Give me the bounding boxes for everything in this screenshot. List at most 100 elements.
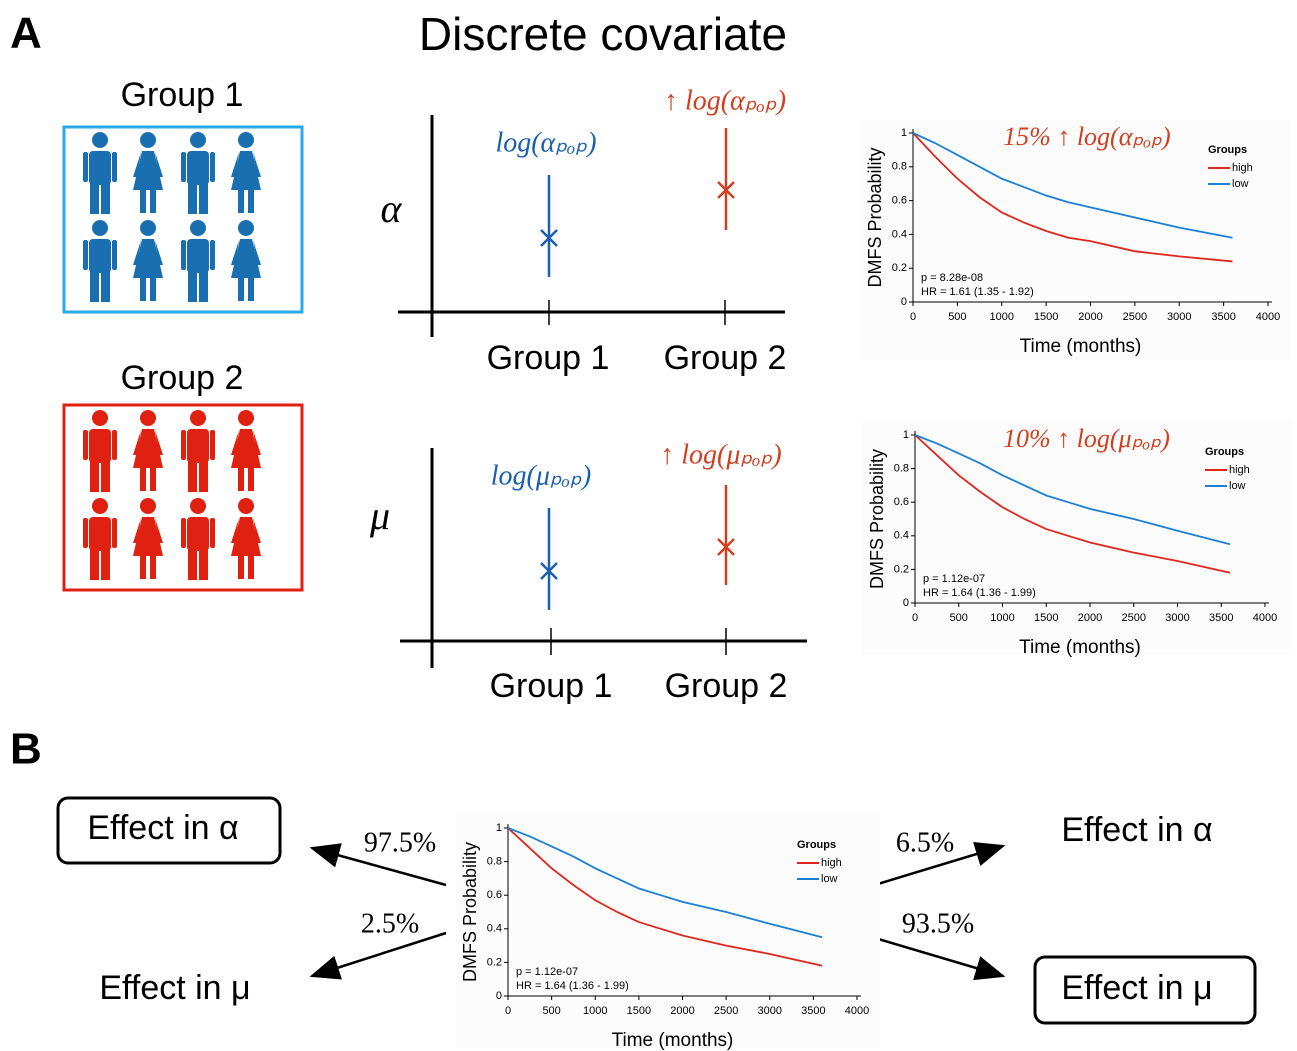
- legs: [101, 270, 110, 302]
- head: [190, 220, 206, 236]
- effect-box: [1033, 955, 1257, 1025]
- woman-icon: [133, 220, 163, 301]
- x-tick-label: 1500: [1034, 612, 1058, 624]
- torso: [89, 517, 111, 551]
- legs: [238, 277, 244, 301]
- legs: [140, 277, 146, 301]
- legend-title: Groups: [1205, 446, 1244, 458]
- y-tick-label: 0: [901, 296, 907, 308]
- arm: [210, 152, 215, 182]
- x-tick-label: 3500: [1211, 311, 1235, 323]
- x-axis-label: Time (months): [612, 1030, 734, 1051]
- legs: [188, 548, 197, 580]
- arm: [83, 430, 88, 460]
- y-tick-label: 0.6: [487, 889, 502, 901]
- legs: [150, 467, 156, 491]
- arms: [133, 240, 163, 265]
- legs: [199, 270, 208, 302]
- legs: [238, 189, 244, 213]
- legend-label: low: [821, 873, 838, 885]
- legs: [101, 548, 110, 580]
- arm: [210, 518, 215, 548]
- x-tick-label: 1000: [990, 311, 1014, 323]
- x-tick-label: 2500: [714, 1005, 738, 1017]
- effect-label: Effect in α: [1061, 811, 1212, 849]
- arm: [83, 240, 88, 270]
- survival-curve: [912, 132, 1233, 239]
- x-tick-label: 3000: [1165, 612, 1189, 624]
- arm: [112, 430, 117, 460]
- legs: [248, 277, 254, 301]
- x-axis-label: Time (months): [1020, 336, 1142, 357]
- panel-label: A: [10, 9, 42, 58]
- man-icon: [83, 410, 117, 492]
- legs: [150, 189, 156, 213]
- x-axis-label: Time (months): [1019, 637, 1141, 658]
- param-label: α: [381, 186, 403, 231]
- torso: [187, 517, 209, 551]
- head: [92, 132, 108, 148]
- y-tick-label: 0.8: [894, 463, 909, 475]
- x-tick-label: 4000: [1253, 612, 1277, 624]
- x-tick-label: 0: [912, 612, 918, 624]
- arms: [133, 152, 163, 177]
- head: [238, 410, 254, 426]
- legs: [140, 189, 146, 213]
- arms: [231, 152, 261, 177]
- x-tick-label: 0: [910, 311, 916, 323]
- effect-label: Effect in μ: [99, 969, 250, 1007]
- legend-label: low: [1232, 178, 1249, 190]
- x-tick-label: 1500: [627, 1005, 651, 1017]
- torso: [89, 239, 111, 273]
- dress: [231, 429, 261, 468]
- legs: [101, 460, 110, 492]
- legend-label: high: [821, 857, 842, 869]
- torso: [89, 151, 111, 185]
- head: [92, 220, 108, 236]
- stats-text: HR = 1.64 (1.36 - 1.99): [516, 980, 629, 992]
- man-icon: [181, 220, 215, 302]
- y-tick-label: 0.8: [487, 856, 502, 868]
- survival-curve: [912, 132, 1233, 263]
- dress: [231, 151, 261, 190]
- dot-plot-axes: [398, 115, 807, 668]
- arms: [231, 518, 261, 543]
- legs: [90, 270, 99, 302]
- dress: [133, 239, 163, 278]
- x-tick-label: 2000: [1078, 311, 1102, 323]
- legs: [140, 467, 146, 491]
- y-tick-label: 0.6: [894, 496, 909, 508]
- y-tick-label: 0.6: [892, 195, 907, 207]
- x-tick-label: 500: [950, 612, 968, 624]
- dress: [133, 151, 163, 190]
- legs: [238, 467, 244, 491]
- x-tick-label: 2500: [1123, 311, 1147, 323]
- arms: [231, 430, 261, 455]
- dress: [133, 517, 163, 556]
- arm: [210, 240, 215, 270]
- head: [238, 132, 254, 148]
- head: [140, 498, 156, 514]
- arm: [83, 518, 88, 548]
- annotation: ↑ log(αₚₒₚ): [664, 85, 786, 116]
- y-tick-label: 1: [901, 127, 907, 139]
- annotation: log(μₚₒₚ): [491, 460, 591, 491]
- arm: [181, 152, 186, 182]
- man-icon: [83, 132, 117, 214]
- stats-text: HR = 1.64 (1.36 - 1.99): [923, 587, 1036, 599]
- torso: [187, 151, 209, 185]
- y-axis-label: DMFS Probability: [867, 449, 887, 589]
- x-tick-label: 3500: [1209, 612, 1233, 624]
- arm: [112, 240, 117, 270]
- x-tick-label: 500: [542, 1005, 560, 1017]
- arm: [112, 518, 117, 548]
- man-icon: [181, 410, 215, 492]
- head: [140, 220, 156, 236]
- head: [140, 410, 156, 426]
- torso: [89, 429, 111, 463]
- head: [238, 220, 254, 236]
- y-tick-label: 0.2: [487, 956, 502, 968]
- legs: [199, 548, 208, 580]
- legs: [199, 460, 208, 492]
- x-tick-label: 2000: [1078, 612, 1102, 624]
